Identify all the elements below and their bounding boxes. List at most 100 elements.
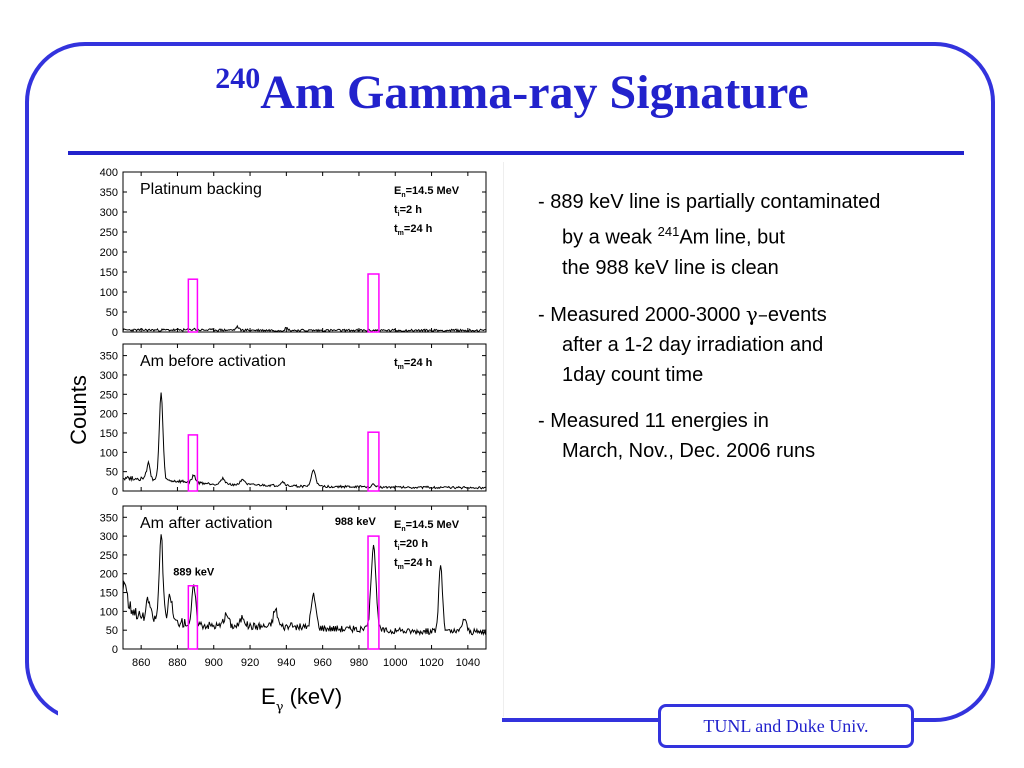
y-tick-label: 100 bbox=[100, 606, 118, 618]
bullet-contamination: - 889 keV line is partially contaminated… bbox=[538, 187, 988, 283]
y-tick-label: 150 bbox=[100, 267, 118, 279]
panel-annotation: tm=24 h bbox=[394, 223, 433, 237]
y-tick-label: 350 bbox=[100, 187, 118, 199]
panel-label: Am after activation bbox=[140, 515, 273, 532]
footer-text: TUNL and Duke Univ. bbox=[703, 715, 869, 736]
y-axis-title: Counts bbox=[66, 375, 91, 445]
bullet-text: Am line, but bbox=[679, 226, 785, 249]
annotation-symbol: t bbox=[394, 357, 398, 369]
y-tick-label: 0 bbox=[112, 644, 118, 656]
y-tick-label: 400 bbox=[100, 167, 118, 179]
energy-window bbox=[187, 278, 199, 333]
y-tick-label: 350 bbox=[100, 512, 118, 524]
bullet-events: - Measured 2000-3000 γ–events after a 1-… bbox=[538, 299, 988, 390]
x-axis-symbol: E bbox=[261, 684, 276, 709]
y-tick-label: 200 bbox=[100, 569, 118, 581]
panel-annotation: En=14.5 MeV bbox=[394, 185, 460, 199]
y-tick-label: 150 bbox=[100, 588, 118, 600]
x-tick-label: 900 bbox=[205, 657, 223, 669]
y-tick-label: 250 bbox=[100, 227, 118, 239]
y-tick-label: 200 bbox=[100, 247, 118, 259]
panel-annotation: tm=24 h bbox=[394, 357, 433, 371]
slide-title: 240Am Gamma-ray Signature bbox=[0, 62, 1024, 120]
annotation-subscript: i bbox=[398, 545, 400, 552]
panel-label: Platinum backing bbox=[140, 181, 262, 198]
energy-window bbox=[187, 585, 199, 650]
bullet-line: 1day count time bbox=[562, 363, 704, 386]
slide-frame bbox=[25, 42, 995, 722]
energy-window bbox=[367, 535, 380, 650]
bullet-line: the 988 keV line is clean bbox=[562, 256, 779, 279]
y-tick-label: 50 bbox=[106, 307, 118, 319]
x-tick-label: 920 bbox=[241, 657, 259, 669]
annotation-value: =24 h bbox=[404, 557, 433, 569]
y-tick-label: 100 bbox=[100, 287, 118, 299]
y-tick-label: 50 bbox=[106, 625, 118, 637]
annotation-symbol: E bbox=[394, 185, 401, 197]
spectrum-line bbox=[122, 534, 487, 636]
column-divider bbox=[503, 162, 504, 717]
y-tick-label: 100 bbox=[100, 447, 118, 459]
annotation-value: =24 h bbox=[404, 223, 433, 235]
peak-label: 988 keV bbox=[335, 516, 377, 528]
x-axis-unit: (keV) bbox=[283, 684, 342, 709]
y-tick-label: 0 bbox=[112, 486, 118, 498]
annotation-subscript: m bbox=[398, 364, 404, 371]
x-tick-label: 940 bbox=[277, 657, 295, 669]
footer-badge: TUNL and Duke Univ. bbox=[658, 704, 914, 748]
bullet-text: by a weak bbox=[562, 226, 658, 249]
bullet-line: March, Nov., Dec. 2006 runs bbox=[562, 439, 816, 462]
panel-frame bbox=[122, 505, 487, 650]
bullet-line: by a weak 241Am line, but bbox=[538, 217, 988, 253]
annotation-subscript: n bbox=[401, 526, 405, 533]
panel-annotation: ti=20 h bbox=[394, 538, 428, 552]
energy-window bbox=[367, 273, 380, 333]
y-tick-label: 300 bbox=[100, 531, 118, 543]
y-tick-label: 200 bbox=[100, 409, 118, 421]
y-tick-label: 350 bbox=[100, 351, 118, 363]
x-tick-label: 960 bbox=[313, 657, 331, 669]
panel-annotation: En=14.5 MeV bbox=[394, 519, 460, 533]
bullet-list: - 889 keV line is partially contaminated… bbox=[538, 187, 988, 482]
spectrum-line bbox=[122, 392, 487, 490]
annotation-symbol: t bbox=[394, 557, 398, 569]
y-tick-label: 250 bbox=[100, 550, 118, 562]
y-tick-label: 300 bbox=[100, 370, 118, 382]
peak-label: 889 keV bbox=[173, 567, 215, 579]
bullet-superscript: 241 bbox=[657, 224, 680, 239]
panel-label: Am before activation bbox=[140, 353, 286, 370]
spectrum-figure: 0 50 100 150 200 250 300 350 400 Platinum backing… bbox=[58, 162, 502, 722]
x-tick-label: 980 bbox=[350, 657, 368, 669]
panel-annotation: tm=24 h bbox=[394, 557, 433, 571]
x-tick-label: 880 bbox=[168, 657, 186, 669]
bullet-text: - Measured 2000-3000 bbox=[538, 303, 746, 326]
annotation-value: =14.5 MeV bbox=[406, 185, 460, 197]
panel-annotation: ti=2 h bbox=[394, 204, 422, 218]
x-tick-label: 860 bbox=[132, 657, 150, 669]
energy-window bbox=[187, 434, 199, 492]
panel-frame bbox=[122, 343, 487, 492]
annotation-symbol: t bbox=[394, 538, 398, 550]
title-text: Am Gamma-ray Signature bbox=[260, 66, 809, 119]
annotation-subscript: n bbox=[401, 192, 405, 199]
bullet-line: - 889 keV line is partially contaminated bbox=[538, 191, 881, 213]
annotation-subscript: m bbox=[398, 564, 404, 571]
annotation-symbol: t bbox=[394, 223, 398, 235]
y-tick-label: 300 bbox=[100, 207, 118, 219]
annotation-subscript: m bbox=[398, 230, 404, 237]
y-tick-label: 150 bbox=[100, 428, 118, 440]
x-axis-title: Eγ (keV) bbox=[261, 684, 342, 715]
energy-window bbox=[367, 431, 380, 492]
x-tick-label: 1000 bbox=[383, 657, 407, 669]
bullet-energies: - Measured 11 energies in March, Nov., D… bbox=[538, 406, 988, 466]
bullet-line: after a 1-2 day irradiation and bbox=[562, 333, 824, 356]
y-tick-label: 250 bbox=[100, 389, 118, 401]
x-axis-subscript: γ bbox=[276, 700, 284, 715]
title-superscript: 240 bbox=[215, 62, 261, 95]
y-tick-label: 50 bbox=[106, 467, 118, 479]
annotation-value: =20 h bbox=[400, 538, 429, 550]
spectrum-chart: 0 50 100 150 200 250 300 350 400 Platinum backing… bbox=[66, 167, 487, 715]
bullet-line: - Measured 2000-3000 γ–events bbox=[538, 299, 988, 330]
x-tick-label: 1020 bbox=[419, 657, 443, 669]
bullet-text: events bbox=[767, 303, 827, 326]
